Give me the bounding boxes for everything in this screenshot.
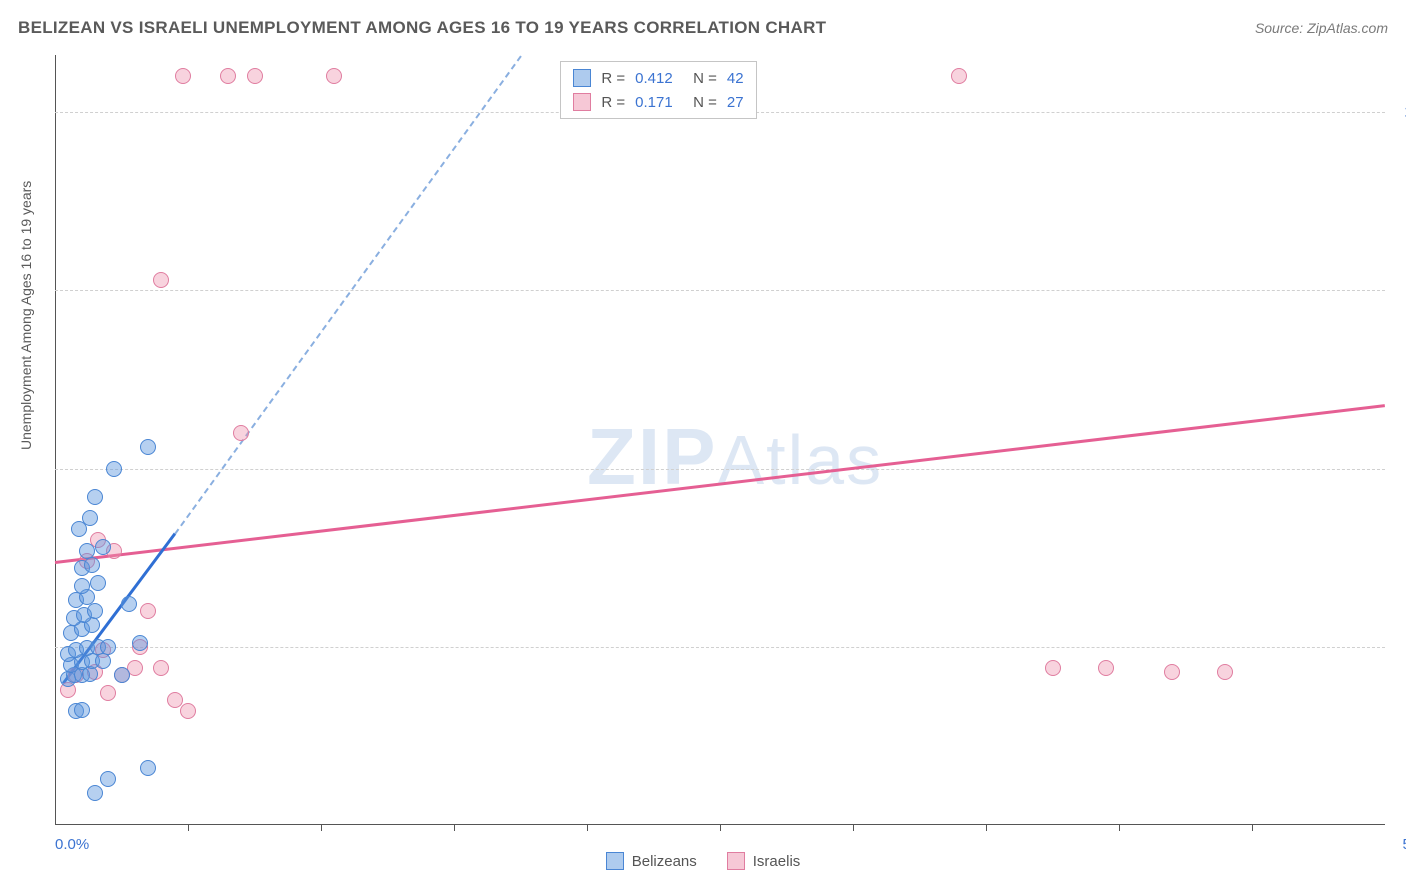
data-point	[153, 272, 169, 288]
data-point	[951, 68, 967, 84]
x-tick-mark	[188, 825, 189, 831]
corr-n-label: N =	[693, 70, 717, 87]
data-point	[153, 660, 169, 676]
y-tick-label: 25.0%	[1395, 638, 1406, 655]
corr-r-label: R =	[601, 94, 625, 111]
data-point	[87, 489, 103, 505]
x-tick-mark	[321, 825, 322, 831]
x-tick-label: 0.0%	[55, 836, 89, 853]
data-point	[1045, 660, 1061, 676]
x-tick-mark	[986, 825, 987, 831]
correlation-row: R = 0.171 N = 27	[561, 90, 755, 114]
data-point	[95, 539, 111, 555]
data-point	[106, 461, 122, 477]
data-point	[82, 510, 98, 526]
data-point	[87, 603, 103, 619]
correlation-box: R = 0.412 N = 42 R = 0.171 N = 27	[560, 61, 756, 119]
data-point	[74, 702, 90, 718]
x-tick-label: 50.0%	[1402, 836, 1406, 853]
data-point	[326, 68, 342, 84]
data-point	[220, 68, 236, 84]
x-tick-mark	[1119, 825, 1120, 831]
series-legend: Belizeans Israelis	[0, 852, 1406, 870]
corr-r-value: 0.171	[635, 94, 683, 111]
data-point	[74, 578, 90, 594]
data-point	[121, 596, 137, 612]
data-point	[132, 635, 148, 651]
data-point	[84, 557, 100, 573]
legend-item-israelis: Israelis	[727, 852, 801, 870]
data-point	[140, 603, 156, 619]
gridline-h	[55, 647, 1385, 648]
corr-n-label: N =	[693, 94, 717, 111]
x-tick-mark	[1252, 825, 1253, 831]
legend-swatch-pink	[727, 852, 745, 870]
data-point	[233, 425, 249, 441]
data-point	[79, 543, 95, 559]
data-point	[1098, 660, 1114, 676]
corr-r-label: R =	[601, 70, 625, 87]
source-label: Source: ZipAtlas.com	[1255, 20, 1388, 36]
data-point	[175, 68, 191, 84]
trend-line	[55, 404, 1385, 563]
corr-r-value: 0.412	[635, 70, 683, 87]
legend-swatch-blue	[606, 852, 624, 870]
y-axis-label: Unemployment Among Ages 16 to 19 years	[18, 181, 34, 450]
data-point	[114, 667, 130, 683]
y-axis-line	[55, 55, 56, 825]
corr-swatch	[573, 69, 591, 87]
correlation-row: R = 0.412 N = 42	[561, 66, 755, 90]
data-point	[140, 760, 156, 776]
data-point	[100, 639, 116, 655]
data-point	[180, 703, 196, 719]
x-tick-mark	[720, 825, 721, 831]
corr-swatch	[573, 93, 591, 111]
data-point	[140, 439, 156, 455]
chart-title: BELIZEAN VS ISRAELI UNEMPLOYMENT AMONG A…	[18, 18, 826, 38]
data-point	[1164, 664, 1180, 680]
watermark: ZIPAtlas	[587, 411, 883, 503]
data-point	[100, 771, 116, 787]
data-point	[247, 68, 263, 84]
data-point	[87, 785, 103, 801]
data-point	[1217, 664, 1233, 680]
legend-label: Belizeans	[632, 853, 697, 870]
x-tick-mark	[587, 825, 588, 831]
scatter-plot: ZIPAtlas 25.0%50.0%75.0%100.0%0.0%50.0%R…	[55, 55, 1385, 825]
y-tick-label: 75.0%	[1395, 282, 1406, 299]
x-tick-mark	[853, 825, 854, 831]
data-point	[100, 685, 116, 701]
data-point	[90, 575, 106, 591]
data-point	[95, 653, 111, 669]
x-tick-mark	[454, 825, 455, 831]
gridline-h	[55, 469, 1385, 470]
legend-label: Israelis	[753, 853, 801, 870]
corr-n-value: 27	[727, 94, 744, 111]
y-tick-label: 100.0%	[1395, 104, 1406, 121]
corr-n-value: 42	[727, 70, 744, 87]
y-tick-label: 50.0%	[1395, 460, 1406, 477]
trend-line	[174, 55, 521, 534]
gridline-h	[55, 290, 1385, 291]
legend-item-belizeans: Belizeans	[606, 852, 697, 870]
